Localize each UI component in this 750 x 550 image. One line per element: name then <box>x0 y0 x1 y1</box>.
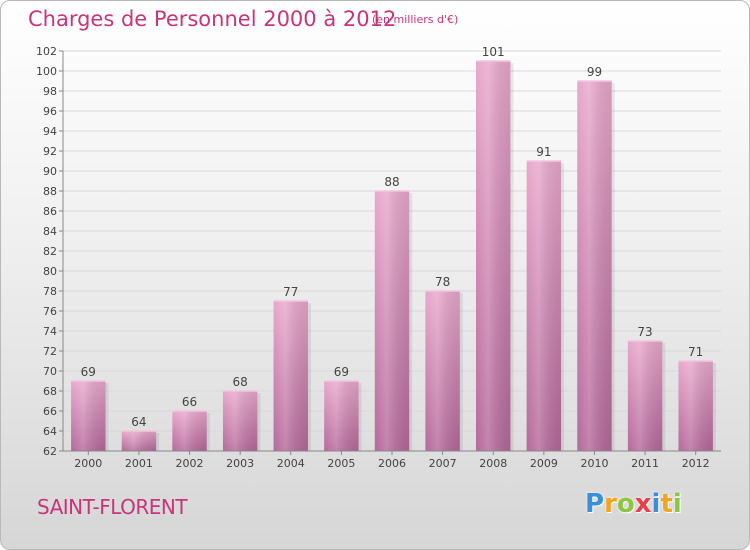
y-tick-label: 78 <box>43 285 57 298</box>
data-labels: 69 64 66 68 77 69 88 78 101 91 99 73 71 <box>81 45 704 429</box>
data-label: 77 <box>283 285 298 299</box>
bar-sheen <box>71 381 106 451</box>
data-label: 99 <box>587 65 602 79</box>
x-tick-label: 2007 <box>429 457 457 470</box>
bar-sheen <box>627 341 663 451</box>
x-tick-label: 2008 <box>479 457 507 470</box>
logo-letter: r <box>604 489 617 519</box>
proxiti-logo: Proxiti <box>585 489 682 519</box>
data-label: 101 <box>482 45 505 59</box>
axes: 62 64 66 68 70 72 74 76 78 80 82 84 86 88 90 92 94 96 98 10… <box>36 45 721 470</box>
y-tick-label: 90 <box>43 165 57 178</box>
chart-title: Charges de Personnel 2000 à 2012 <box>28 7 397 31</box>
x-tick-label: 2004 <box>277 457 305 470</box>
y-tick-label: 88 <box>43 185 57 198</box>
data-label: 88 <box>384 175 399 189</box>
x-tick-label: 2000 <box>74 457 102 470</box>
y-tick-label: 102 <box>36 45 57 58</box>
commune-name: SAINT-FLORENT <box>37 495 188 519</box>
y-tick-label: 62 <box>43 445 57 458</box>
y-tick-label: 82 <box>43 245 57 258</box>
y-tick-label: 84 <box>43 225 57 238</box>
logo-letter: o <box>616 489 635 519</box>
data-label: 66 <box>182 395 197 409</box>
data-label: 69 <box>334 365 349 379</box>
logo-letter: P <box>585 489 605 519</box>
y-tick-label: 92 <box>43 145 57 158</box>
bar-sheen <box>172 411 207 451</box>
logo-letter: x <box>634 489 652 519</box>
data-label: 71 <box>688 345 703 359</box>
bar-sheen <box>526 161 562 451</box>
bar-sheen <box>121 431 157 451</box>
logo-letter: i <box>672 489 682 519</box>
x-tick-label: 2005 <box>327 457 355 470</box>
logo-letter: i <box>651 489 661 519</box>
logo-letter: t <box>660 489 673 519</box>
bar-sheen <box>222 391 258 451</box>
data-label: 68 <box>233 375 248 389</box>
bar-sheen <box>577 81 612 451</box>
x-tick-label: 2011 <box>631 457 659 470</box>
y-tick-label: 64 <box>43 425 57 438</box>
data-label: 91 <box>536 145 551 159</box>
y-tick-label: 76 <box>43 305 57 318</box>
x-tick-label: 2012 <box>682 457 710 470</box>
y-tick-label: 100 <box>36 65 57 78</box>
y-tick-label: 66 <box>43 405 57 418</box>
y-tick-label: 74 <box>43 325 57 338</box>
y-tick-label: 94 <box>43 125 57 138</box>
y-tick-label: 68 <box>43 385 57 398</box>
data-label: 64 <box>131 415 146 429</box>
data-label: 78 <box>435 275 450 289</box>
data-label: 69 <box>81 365 96 379</box>
chart-subtitle: (en milliers d'€) <box>372 13 459 26</box>
x-tick-label: 2001 <box>125 457 153 470</box>
data-label: 73 <box>637 325 652 339</box>
y-tick-label: 80 <box>43 265 57 278</box>
x-tick-label: 2009 <box>530 457 558 470</box>
bar-sheen <box>678 361 713 451</box>
y-tick-label: 98 <box>43 85 57 98</box>
bars <box>71 60 716 451</box>
y-tick-label: 96 <box>43 105 57 118</box>
x-tick-label: 2002 <box>176 457 204 470</box>
x-tick-label: 2010 <box>580 457 608 470</box>
y-tick-label: 72 <box>43 345 57 358</box>
y-tick-label: 86 <box>43 205 57 218</box>
bar-sheen <box>425 291 460 451</box>
y-tick-label: 70 <box>43 365 57 378</box>
bar-sheen <box>273 301 308 451</box>
bar-sheen <box>324 381 359 451</box>
bar-sheen <box>374 191 410 451</box>
bar-sheen <box>476 61 511 451</box>
x-tick-label: 2003 <box>226 457 254 470</box>
x-tick-label: 2006 <box>378 457 406 470</box>
